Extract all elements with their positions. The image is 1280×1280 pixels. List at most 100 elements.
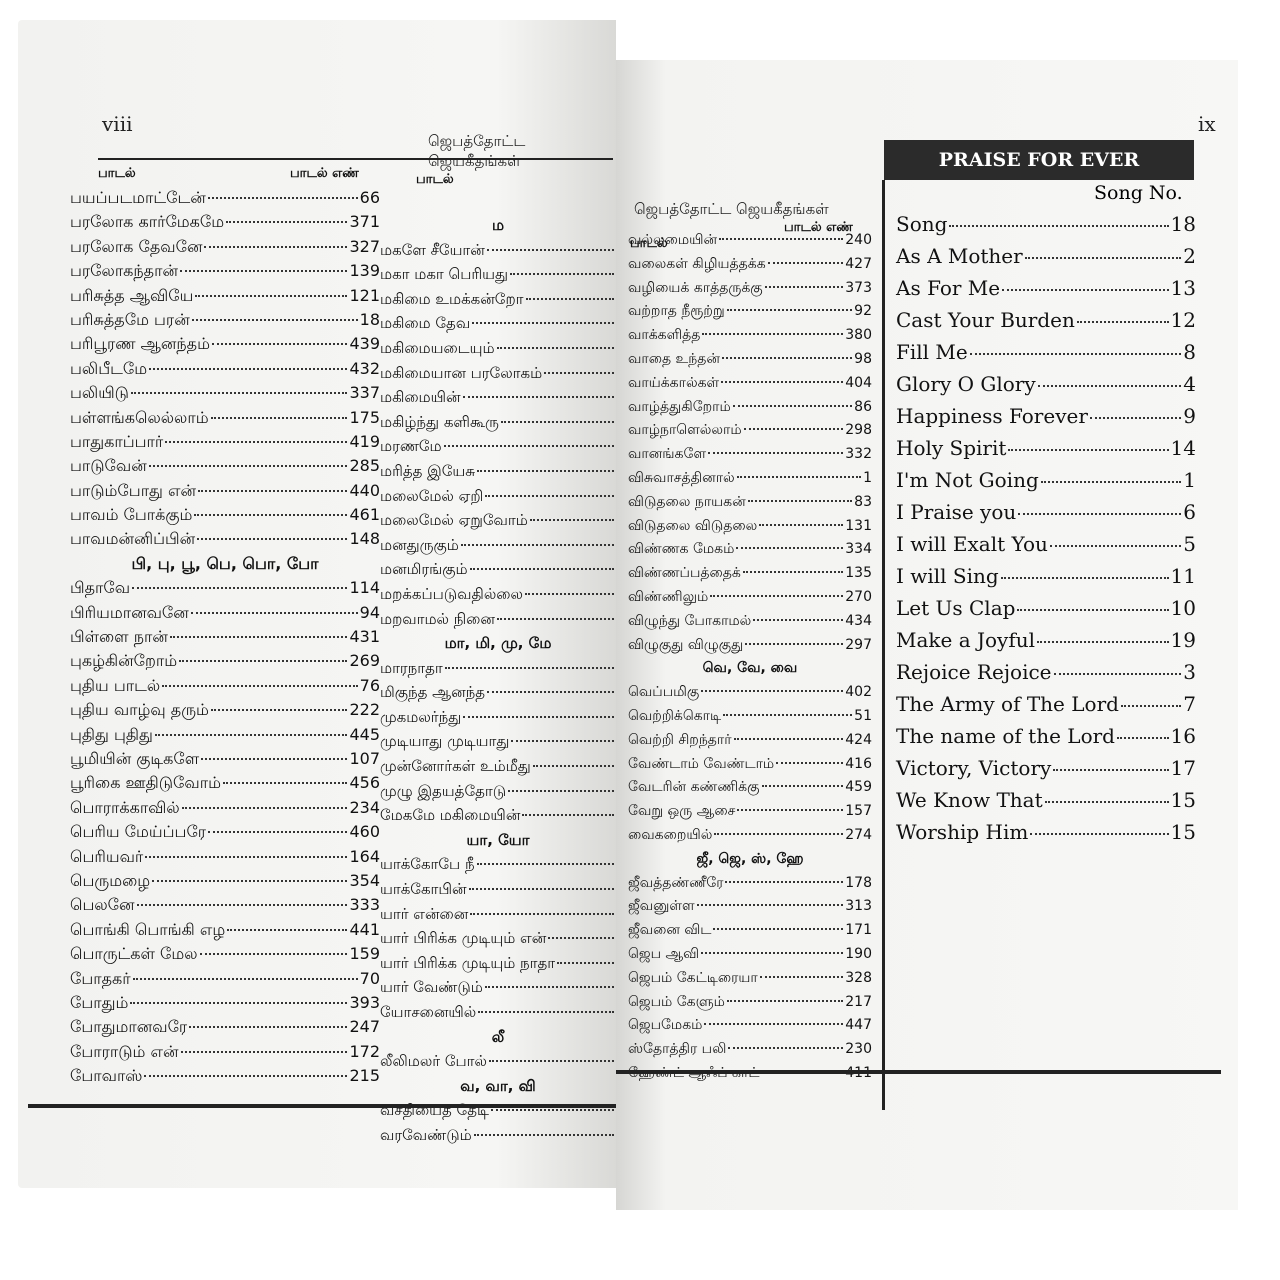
section-heading: ம (380, 216, 616, 241)
index-entry: ஜெபம் கேளும் 217 (628, 994, 872, 1018)
song-number: 217 (845, 993, 872, 1010)
index-entry: விண்ணக மேகம் 334 (628, 541, 872, 565)
dot-leader (473, 1133, 614, 1136)
index-entry: பெரியவர் 164 (70, 847, 380, 871)
dot-leader (211, 343, 348, 346)
index-column: Song 18 As A Mother 2 As For Me 13 Cast Your B… (896, 212, 1196, 852)
song-title: மகிமையின் (380, 388, 461, 407)
index-entry: மரணமே (380, 437, 616, 462)
index-entry: மனமிரங்கும் (380, 560, 616, 585)
index-entry: விடுதலை நாயகன் 83 (628, 494, 872, 518)
song-title: பாடுவேன் (70, 456, 147, 476)
song-number: 247 (349, 1017, 380, 1037)
index-entry: வேடரின் கண்ணிக்கு 459 (628, 779, 872, 803)
dot-leader (488, 1060, 614, 1063)
dot-leader (701, 690, 844, 693)
song-number: 92 (854, 303, 872, 320)
index-entry: பெலனே 333 (70, 895, 380, 919)
song-title: வைகறையில் (628, 826, 713, 843)
dot-leader (1053, 769, 1169, 771)
dot-leader (179, 660, 348, 663)
song-number: 70 (359, 968, 380, 988)
dot-leader (714, 832, 844, 835)
dot-leader (1116, 737, 1169, 739)
dot-leader (723, 713, 853, 716)
song-title: I will Exalt You (896, 532, 1048, 556)
song-number: 135 (845, 565, 872, 582)
song-title: யாக்கோபே நீ (380, 855, 475, 874)
dot-leader (747, 499, 853, 502)
dot-leader (1000, 577, 1169, 579)
song-number: 419 (349, 431, 380, 451)
index-entry: I Praise you 6 (896, 500, 1196, 532)
song-number: 441 (349, 919, 380, 939)
dot-leader (226, 221, 348, 224)
dot-leader (1053, 673, 1182, 675)
index-entry: பரிசுத்தமே பரன் 18 (70, 310, 380, 334)
section-heading: லீ (380, 1028, 616, 1053)
dot-leader (468, 888, 614, 891)
index-entry: விண்ணிலும் 270 (628, 589, 872, 613)
song-number: 439 (349, 334, 380, 354)
song-number: 98 (854, 350, 872, 367)
footer-rule (616, 1070, 1221, 1074)
song-title: பரிசுத்தமே பரன் (70, 309, 190, 329)
dot-leader (733, 737, 844, 740)
dot-leader (130, 1001, 348, 1004)
index-entry: பாடுவேன் 285 (70, 456, 380, 480)
song-number: 76 (359, 675, 380, 695)
song-title: பிள்ளை நான் (70, 627, 168, 647)
dot-leader (1030, 833, 1169, 835)
song-number: 285 (349, 456, 380, 476)
dot-leader (148, 465, 348, 468)
song-title: புகழ்கின்றோம் (70, 651, 178, 671)
song-title: புதிய பாடல் (70, 675, 161, 695)
index-entry: போவாஸ் 215 (70, 1066, 380, 1090)
dot-leader (443, 445, 614, 448)
song-title: விடுதலை விடுதலை (628, 517, 758, 534)
song-number: 15 (1170, 820, 1196, 844)
index-entry: பெருமழை 354 (70, 871, 380, 895)
song-title: வல்லமையின் (628, 232, 718, 248)
song-number: 459 (845, 779, 872, 796)
index-entry: Rejoice Rejoice 3 (896, 660, 1196, 692)
song-title: Happiness Forever (896, 404, 1088, 428)
song-title: ஜெபமேகம் (628, 1017, 703, 1034)
song-number: 416 (845, 755, 872, 772)
index-entry: ஜீவனை விட 171 (628, 922, 872, 946)
dot-leader (484, 986, 614, 989)
index-entry: I will Sing 11 (896, 564, 1196, 596)
dot-leader (743, 428, 844, 431)
running-header: ஜெபத்தோட்ட ஜெயகீதங்கள் (428, 132, 526, 170)
song-number: 240 (845, 232, 872, 248)
song-title: விசுவாசத்தினால் (628, 469, 735, 486)
dot-leader (557, 961, 614, 964)
dot-leader (152, 879, 348, 882)
song-title: The name of the Lord (896, 724, 1115, 748)
song-title: I'm Not Going (896, 468, 1039, 492)
song-number: 114 (349, 578, 380, 598)
song-title: மறவாமல் நினை (380, 609, 495, 628)
song-number: 270 (845, 588, 872, 605)
index-entry: ஹேண்ட் ஆஃப் காட்411 (628, 1065, 872, 1089)
section-label: ஜீ, ஜெ, ஸ், ஹே (696, 850, 804, 867)
song-title: பாடும்போது என் (70, 480, 197, 500)
dot-leader (486, 248, 614, 251)
index-entry: மகிமையின் (380, 388, 616, 413)
index-entry: பரலோகந்தான் 139 (70, 261, 380, 285)
index-entry: மேகமே மகிமையின் (380, 806, 616, 831)
dot-leader (736, 547, 844, 550)
song-title: பரலோக கார்மேகமே (70, 212, 225, 232)
song-title: மனதுருகும் (380, 535, 459, 554)
header-rule (98, 158, 613, 160)
index-entry: முன்னோர்கள் உம்மீது (380, 757, 616, 782)
index-entry: ஸ்தோத்திர பலி 230 (628, 1041, 872, 1065)
index-entry: ஜீவனுள்ள 313 (628, 898, 872, 922)
dot-leader (1076, 321, 1169, 323)
dot-leader (169, 636, 348, 639)
song-title: Make a Joyful (896, 628, 1036, 652)
song-title: ஜீவனை விட (628, 922, 712, 939)
index-column: பயப்படமாட்டேன் 66 பரலோக கார்மேகமே 371 பரலோக … (70, 188, 380, 1090)
song-number: 269 (349, 651, 380, 671)
index-entry: As A Mother 2 (896, 244, 1196, 276)
